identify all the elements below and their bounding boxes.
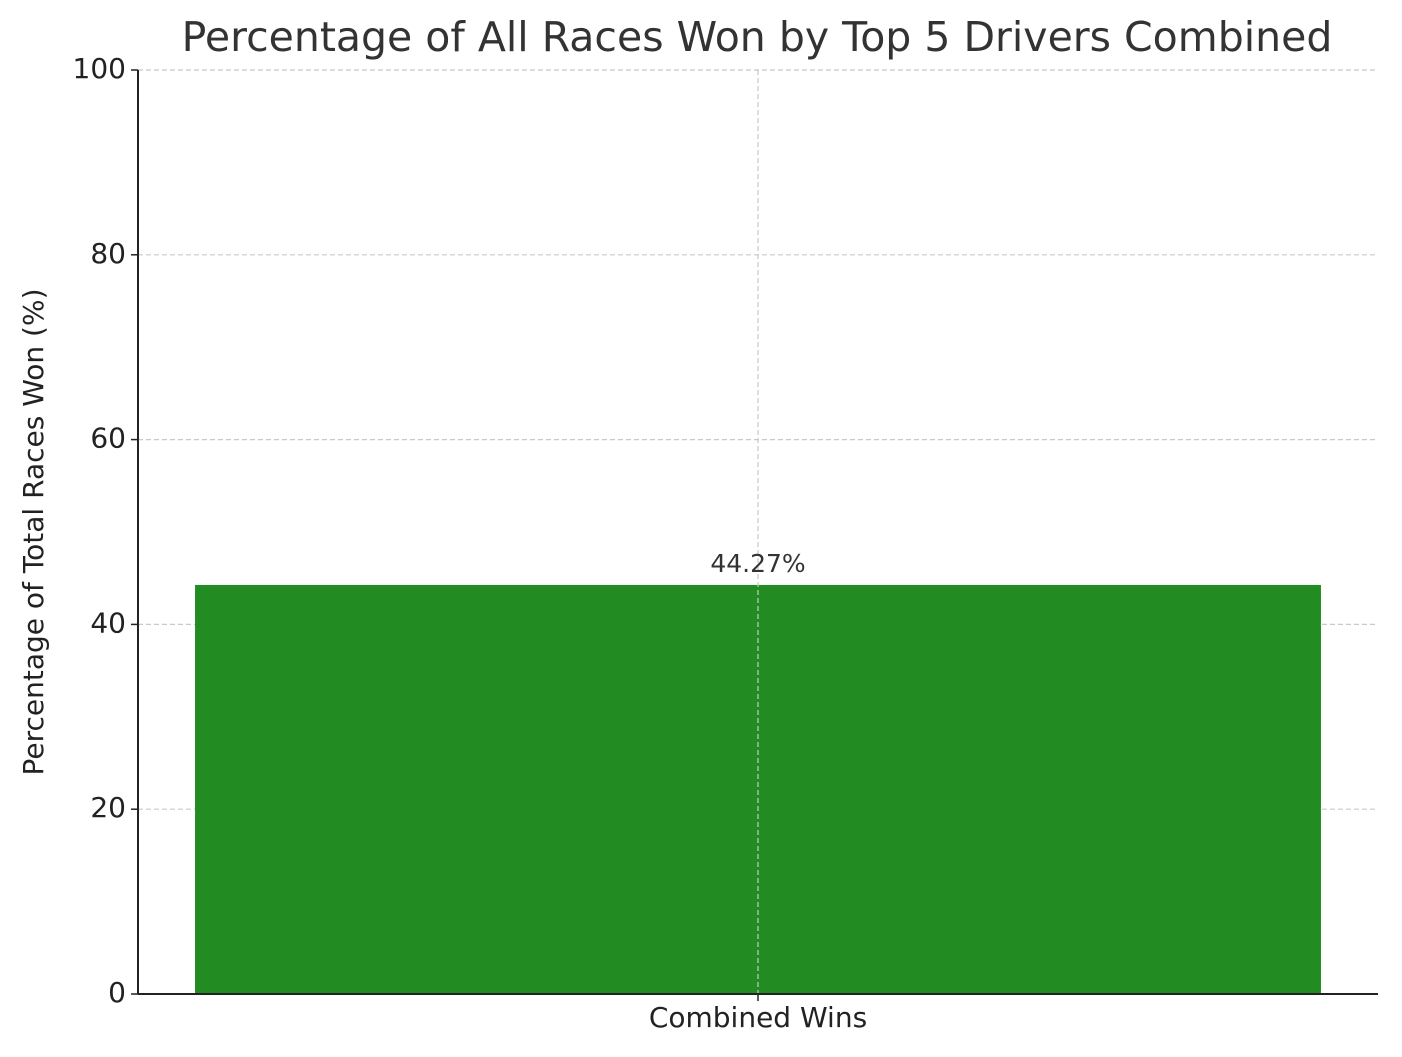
chart-title: Percentage of All Races Won by Top 5 Dri… bbox=[182, 13, 1333, 61]
y-tick-label: 60 bbox=[90, 422, 126, 455]
bar bbox=[195, 584, 1321, 994]
x-tick-label: Combined Wins bbox=[649, 1001, 867, 1034]
y-tick-label: 80 bbox=[90, 237, 126, 270]
y-axis-label: Percentage of Total Races Won (%) bbox=[17, 289, 50, 776]
y-tick-label: 0 bbox=[108, 976, 126, 1009]
y-tick-label: 100 bbox=[73, 52, 126, 85]
y-tick-label: 20 bbox=[90, 791, 126, 824]
y-tick-label: 40 bbox=[90, 606, 126, 639]
value-label: 44.27% bbox=[710, 549, 805, 578]
